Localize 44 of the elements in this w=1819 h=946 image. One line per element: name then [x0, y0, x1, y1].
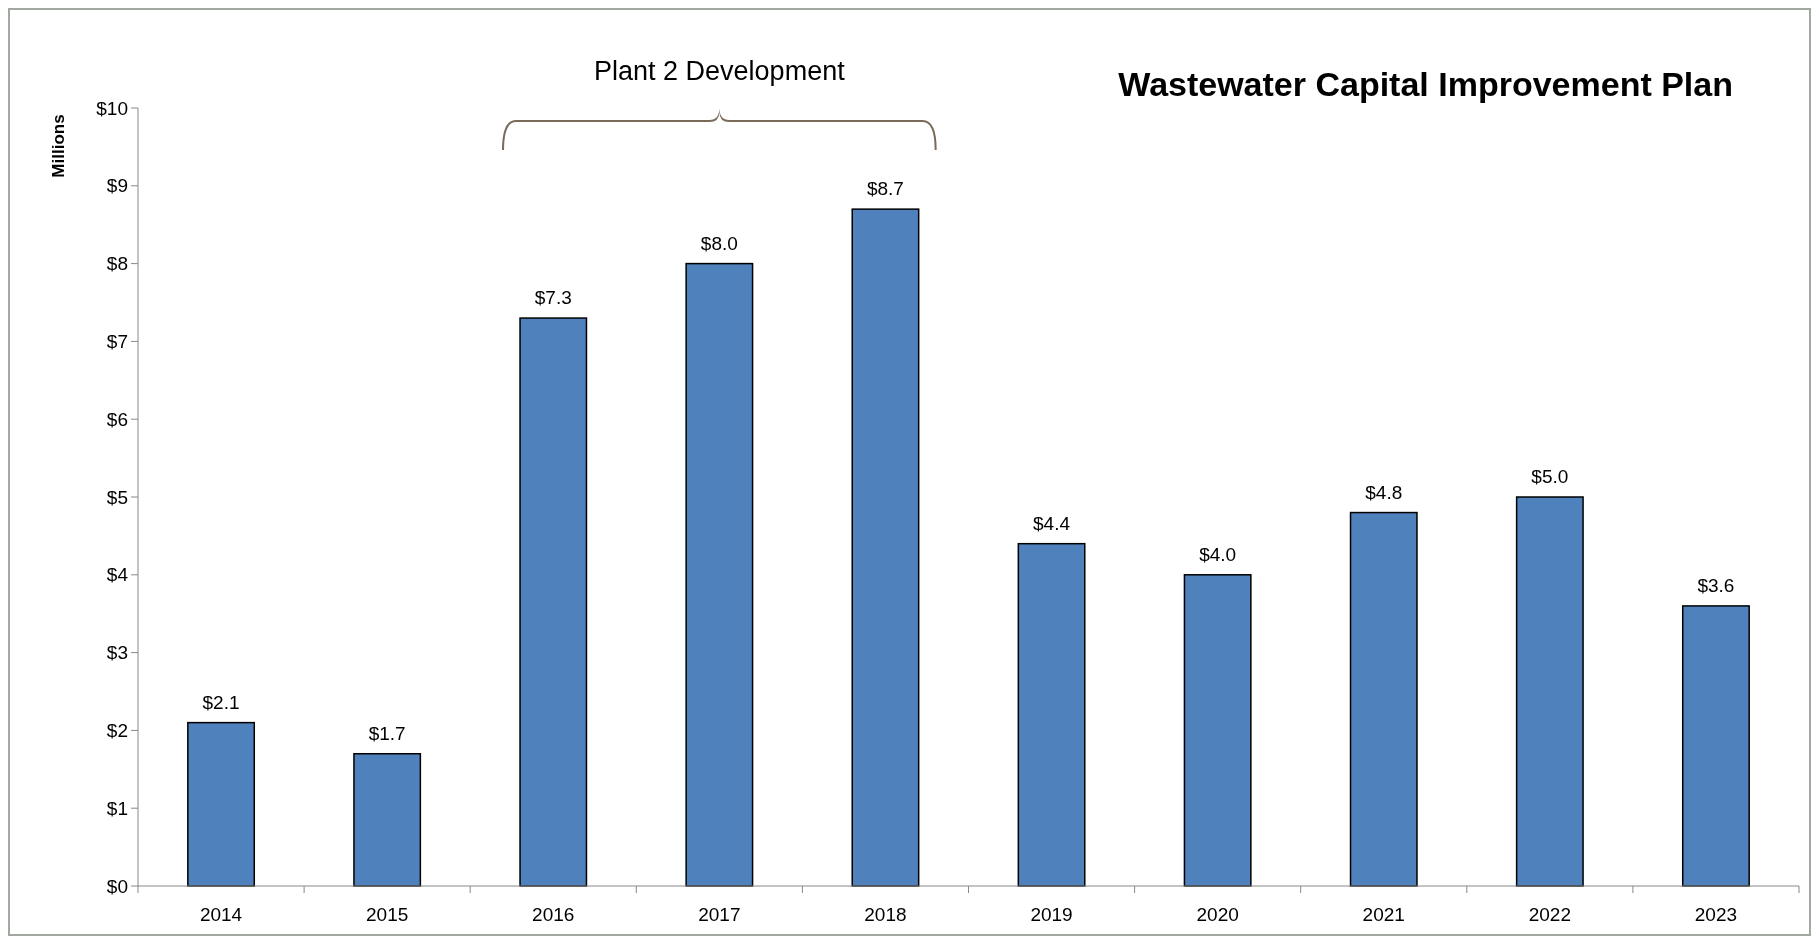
x-tick-label: 2015 — [366, 904, 409, 925]
data-label: $4.8 — [1365, 481, 1403, 503]
bar — [1183, 574, 1252, 887]
x-tick-label: 2017 — [698, 904, 741, 925]
y-tick-label: $8 — [106, 253, 128, 275]
y-axis-title: Millions — [49, 114, 68, 178]
y-tick-label: $3 — [106, 642, 128, 664]
x-tick-label: 2016 — [532, 904, 575, 925]
data-label: $1.7 — [368, 722, 406, 744]
data-label: $7.3 — [534, 287, 572, 309]
y-tick-label: $10 — [96, 97, 128, 119]
chart-title: Wastewater Capital Improvement Plan — [1118, 65, 1733, 103]
bar — [1349, 511, 1418, 887]
data-label: $4.4 — [1033, 512, 1071, 534]
y-tick-label: $6 — [106, 408, 128, 430]
data-label: $4.0 — [1199, 543, 1237, 565]
y-tick-label: $1 — [106, 797, 128, 819]
bar — [1681, 605, 1750, 887]
data-label: $8.0 — [700, 232, 738, 254]
y-tick-label: $9 — [106, 175, 128, 197]
x-tick-label: 2019 — [1030, 904, 1073, 925]
y-tick-label: $4 — [106, 564, 129, 586]
x-tick-label: 2020 — [1196, 904, 1239, 925]
y-tick-label: $5 — [106, 486, 128, 508]
bar — [1515, 496, 1584, 887]
bar — [187, 721, 256, 887]
bar — [519, 317, 588, 887]
data-label: $8.7 — [866, 178, 904, 200]
data-label: $5.0 — [1531, 466, 1569, 487]
text: Plant 2 Development — [594, 56, 846, 86]
bar — [851, 208, 920, 887]
x-tick-label: 2022 — [1528, 904, 1571, 925]
bar — [353, 752, 422, 887]
bar — [685, 262, 754, 887]
data-label: $3.6 — [1697, 574, 1735, 596]
x-tick-label: 2014 — [199, 904, 243, 925]
x-tick-label: 2023 — [1694, 904, 1738, 925]
y-tick-label: $7 — [106, 331, 128, 353]
x-tick-label: 2018 — [864, 904, 907, 925]
y-tick-label: $0 — [106, 875, 128, 897]
x-tick-label: 2021 — [1362, 904, 1405, 925]
bar — [1017, 542, 1086, 887]
y-tick-label: $2 — [106, 720, 128, 742]
data-label: $2.1 — [202, 691, 240, 713]
